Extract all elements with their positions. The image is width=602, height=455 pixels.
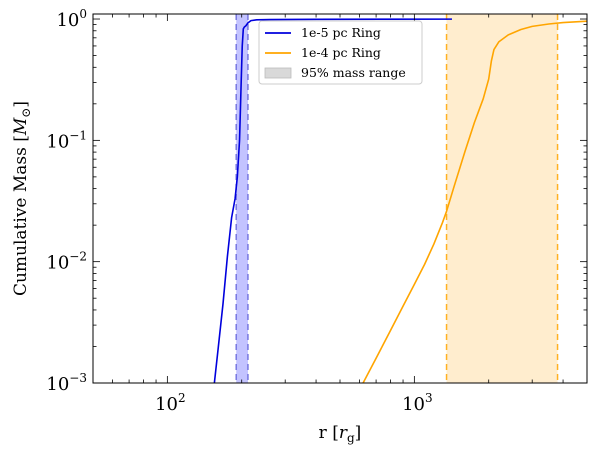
legend-label-1: 1e-5 pc Ring <box>301 25 381 40</box>
series-line-2 <box>362 20 587 383</box>
x-tick-label: 102 <box>155 391 186 415</box>
axis-ticks <box>92 14 588 384</box>
legend: 1e-5 pc Ring 1e-4 pc Ring 95% mass range <box>258 20 423 85</box>
y-tick-label: 10−2 <box>46 250 87 274</box>
axis-tick-labels: 102 103 10−3 10−2 10−1 100 <box>46 7 432 415</box>
x-tick-label: 103 <box>402 391 433 415</box>
y-axis-label: Cumulative Mass [M⊙] <box>11 101 33 296</box>
legend-label-2: 1e-4 pc Ring <box>301 45 381 60</box>
legend-box <box>258 20 423 85</box>
shaded-ranges <box>235 14 559 383</box>
y-tick-label: 10−1 <box>46 128 87 152</box>
legend-swatch-3 <box>264 67 292 79</box>
y-tick-label: 10−3 <box>46 371 87 395</box>
shaded-range-1 <box>236 14 248 383</box>
x-axis-label: r [rg] <box>319 423 362 445</box>
series-line-1 <box>213 18 452 383</box>
legend-label-3: 95% mass range <box>301 65 406 80</box>
shaded-range-2 <box>446 14 558 383</box>
y-tick-label: 100 <box>56 7 87 31</box>
series-lines <box>213 18 587 383</box>
